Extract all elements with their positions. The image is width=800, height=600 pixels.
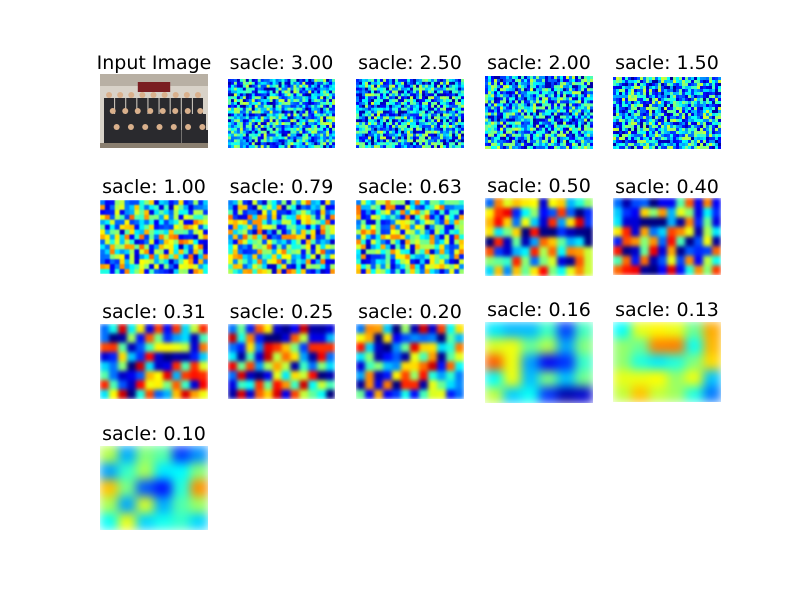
panel-title: sacle: 0.50 [487, 175, 591, 197]
heatmap-panel [228, 79, 335, 148]
heatmap-panel [613, 198, 721, 275]
heatmap-panel [485, 76, 593, 149]
panel-title: sacle: 0.31 [102, 301, 206, 323]
panel-title: sacle: 0.25 [229, 301, 334, 323]
input-image [100, 74, 208, 148]
panel-title: sacle: 0.79 [229, 176, 334, 198]
panel-title: sacle: 2.00 [487, 52, 591, 74]
heatmap-panel [100, 200, 208, 274]
panel-title: sacle: 0.63 [358, 176, 462, 198]
heatmap-panel [613, 322, 721, 402]
heatmap-panel [100, 324, 208, 399]
heatmap-panel [356, 200, 464, 274]
panel-title: sacle: 0.13 [615, 299, 719, 321]
panel-title: sacle: 2.50 [358, 52, 462, 74]
panel-title: sacle: 1.50 [615, 52, 719, 74]
panel-title: sacle: 0.10 [102, 423, 206, 445]
heatmap-panel [356, 79, 464, 148]
panel-title: sacle: 0.20 [358, 301, 462, 323]
panel-title: sacle: 3.00 [229, 52, 334, 74]
panel-title: sacle: 1.00 [102, 176, 206, 198]
panel-title: Input Image [96, 52, 212, 74]
heatmap-panel [100, 446, 208, 530]
panel-title: sacle: 0.16 [487, 299, 591, 321]
heatmap-panel [356, 324, 464, 399]
heatmap-panel [228, 324, 335, 399]
heatmap-panel [228, 200, 335, 274]
heatmap-panel [613, 77, 721, 149]
heatmap-panel [485, 198, 593, 276]
panel-title: sacle: 0.40 [615, 176, 719, 198]
heatmap-panel [485, 322, 593, 403]
